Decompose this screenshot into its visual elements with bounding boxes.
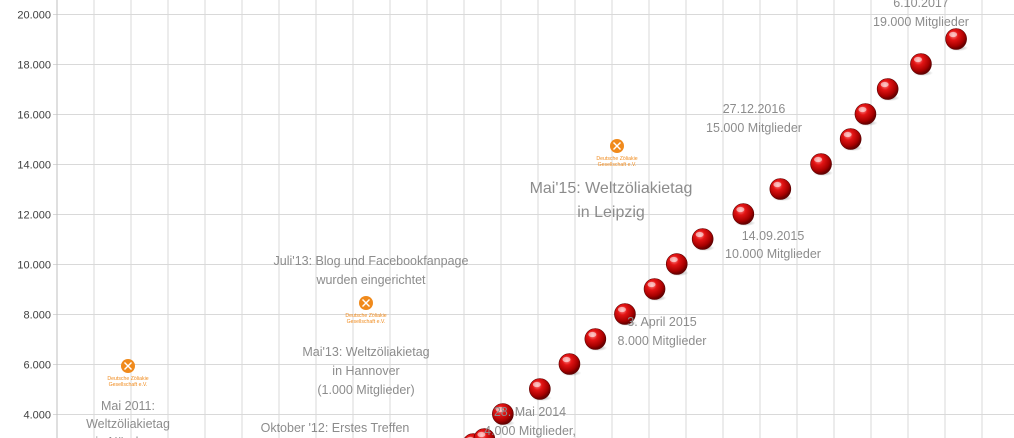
annotation-text: 19.000 Mitglieder [873, 15, 969, 29]
annotation-text: Mai'15: Weltzöliakietag [530, 180, 693, 197]
data-point [614, 303, 637, 326]
data-point [732, 203, 756, 226]
data-point [876, 78, 900, 101]
annotation-text: in Nürnberg [95, 435, 160, 438]
data-point [839, 128, 863, 151]
y-tick-label: 12.000 [17, 210, 51, 222]
svg-text:Deutsche Zöliakie: Deutsche Zöliakie [596, 156, 637, 162]
data-point [854, 103, 878, 126]
annotation-text: 6.10.2017 [893, 0, 949, 10]
annotation-text: Mai 2011: [101, 399, 155, 413]
data-points [464, 28, 969, 438]
annotation-text: Mai'13: Weltzöliakietag [302, 345, 429, 359]
annotations: Mai 2011: Weltzöliakietag in Nürnberg Deuts… [86, 0, 969, 438]
y-tick-label: 20.000 [17, 10, 51, 22]
svg-text:Gesellschaft e.V.: Gesellschaft e.V. [347, 319, 386, 325]
annotation-text: 4.000 Mitglieder, [484, 424, 576, 438]
annotation-a2013b: Juli'13: Blog und Facebookfanpage wurden … [274, 254, 469, 287]
y-tick-label: 8.000 [23, 310, 51, 322]
horizontal-gridlines [53, 14, 1014, 415]
data-point [665, 253, 689, 276]
data-point [558, 353, 582, 376]
y-tick-label: 16.000 [17, 110, 51, 122]
svg-text:Gesellschaft e.V.: Gesellschaft e.V. [598, 162, 637, 168]
annotation-text: 10.000 Mitglieder [725, 247, 821, 261]
annotation-a2014: 28. Mai 2014 4.000 Mitglieder, [484, 405, 576, 438]
annotation-a2015a: 3. April 2015 8.000 Mitglieder [618, 315, 707, 348]
annotation-text: in Leipzig [577, 204, 645, 221]
annotation-text: 27.12.2016 [723, 102, 786, 116]
annotation-text: Juli'13: Blog und Facebookfanpage [274, 254, 469, 268]
y-axis-tick-labels: 4.000 6.000 8.000 10.000 12.000 14.000 16.000 1… [17, 10, 51, 422]
annotation-text: 28. Mai 2014 [494, 405, 566, 419]
annotation-a2011: Mai 2011: Weltzöliakietag in Nürnberg Deuts… [86, 359, 170, 438]
annotation-a2015c: 14.09.2015 10.000 Mitglieder [725, 229, 821, 261]
svg-text:Deutsche Zöliakie: Deutsche Zöliakie [107, 376, 148, 382]
annotation-text: (1.000 Mitglieder) [317, 383, 414, 397]
y-tick-label: 18.000 [17, 60, 51, 72]
annotation-text: 8.000 Mitglieder [618, 334, 707, 348]
data-point [945, 28, 969, 51]
annotation-text: 14.09.2015 [742, 229, 805, 243]
vertical-gridlines [93, 0, 983, 438]
annotation-a2015b: Mai'15: Weltzöliakietag in Leipzig Deutsch… [530, 139, 693, 221]
annotation-text: 3. April 2015 [627, 315, 697, 329]
data-point [643, 278, 667, 301]
y-tick-label: 4.000 [23, 410, 51, 422]
y-tick-label: 14.000 [17, 160, 51, 172]
annotation-a2013a: Mai'13: Weltzöliakietag in Hannover (1.000… [302, 296, 430, 397]
data-point [810, 153, 834, 176]
y-tick-label: 6.000 [23, 360, 51, 372]
annotation-a2017: 6.10.2017 19.000 Mitglieder [873, 0, 969, 29]
data-point [492, 403, 515, 426]
annotation-text: Oktober '12: Erstes Treffen [261, 421, 410, 435]
data-point [769, 178, 793, 201]
data-point [691, 228, 715, 251]
data-point [584, 328, 608, 351]
data-point [910, 53, 933, 76]
annotation-text: in Hannover [332, 364, 399, 378]
annotation-text: Weltzöliakietag [86, 417, 170, 431]
annotation-a2012: Oktober '12: Erstes Treffen [261, 421, 410, 435]
svg-text:Gesellschaft e.V.: Gesellschaft e.V. [109, 382, 148, 388]
svg-text:Deutsche Zöliakie: Deutsche Zöliakie [345, 313, 386, 319]
annotation-a2016: 27.12.2016 15.000 Mitglieder [706, 102, 802, 135]
y-tick-label: 10.000 [17, 260, 51, 272]
data-point [529, 378, 552, 401]
annotation-text: wurden eingerichtet [315, 273, 426, 287]
data-point [473, 428, 496, 438]
annotation-text: 15.000 Mitglieder [706, 121, 802, 135]
